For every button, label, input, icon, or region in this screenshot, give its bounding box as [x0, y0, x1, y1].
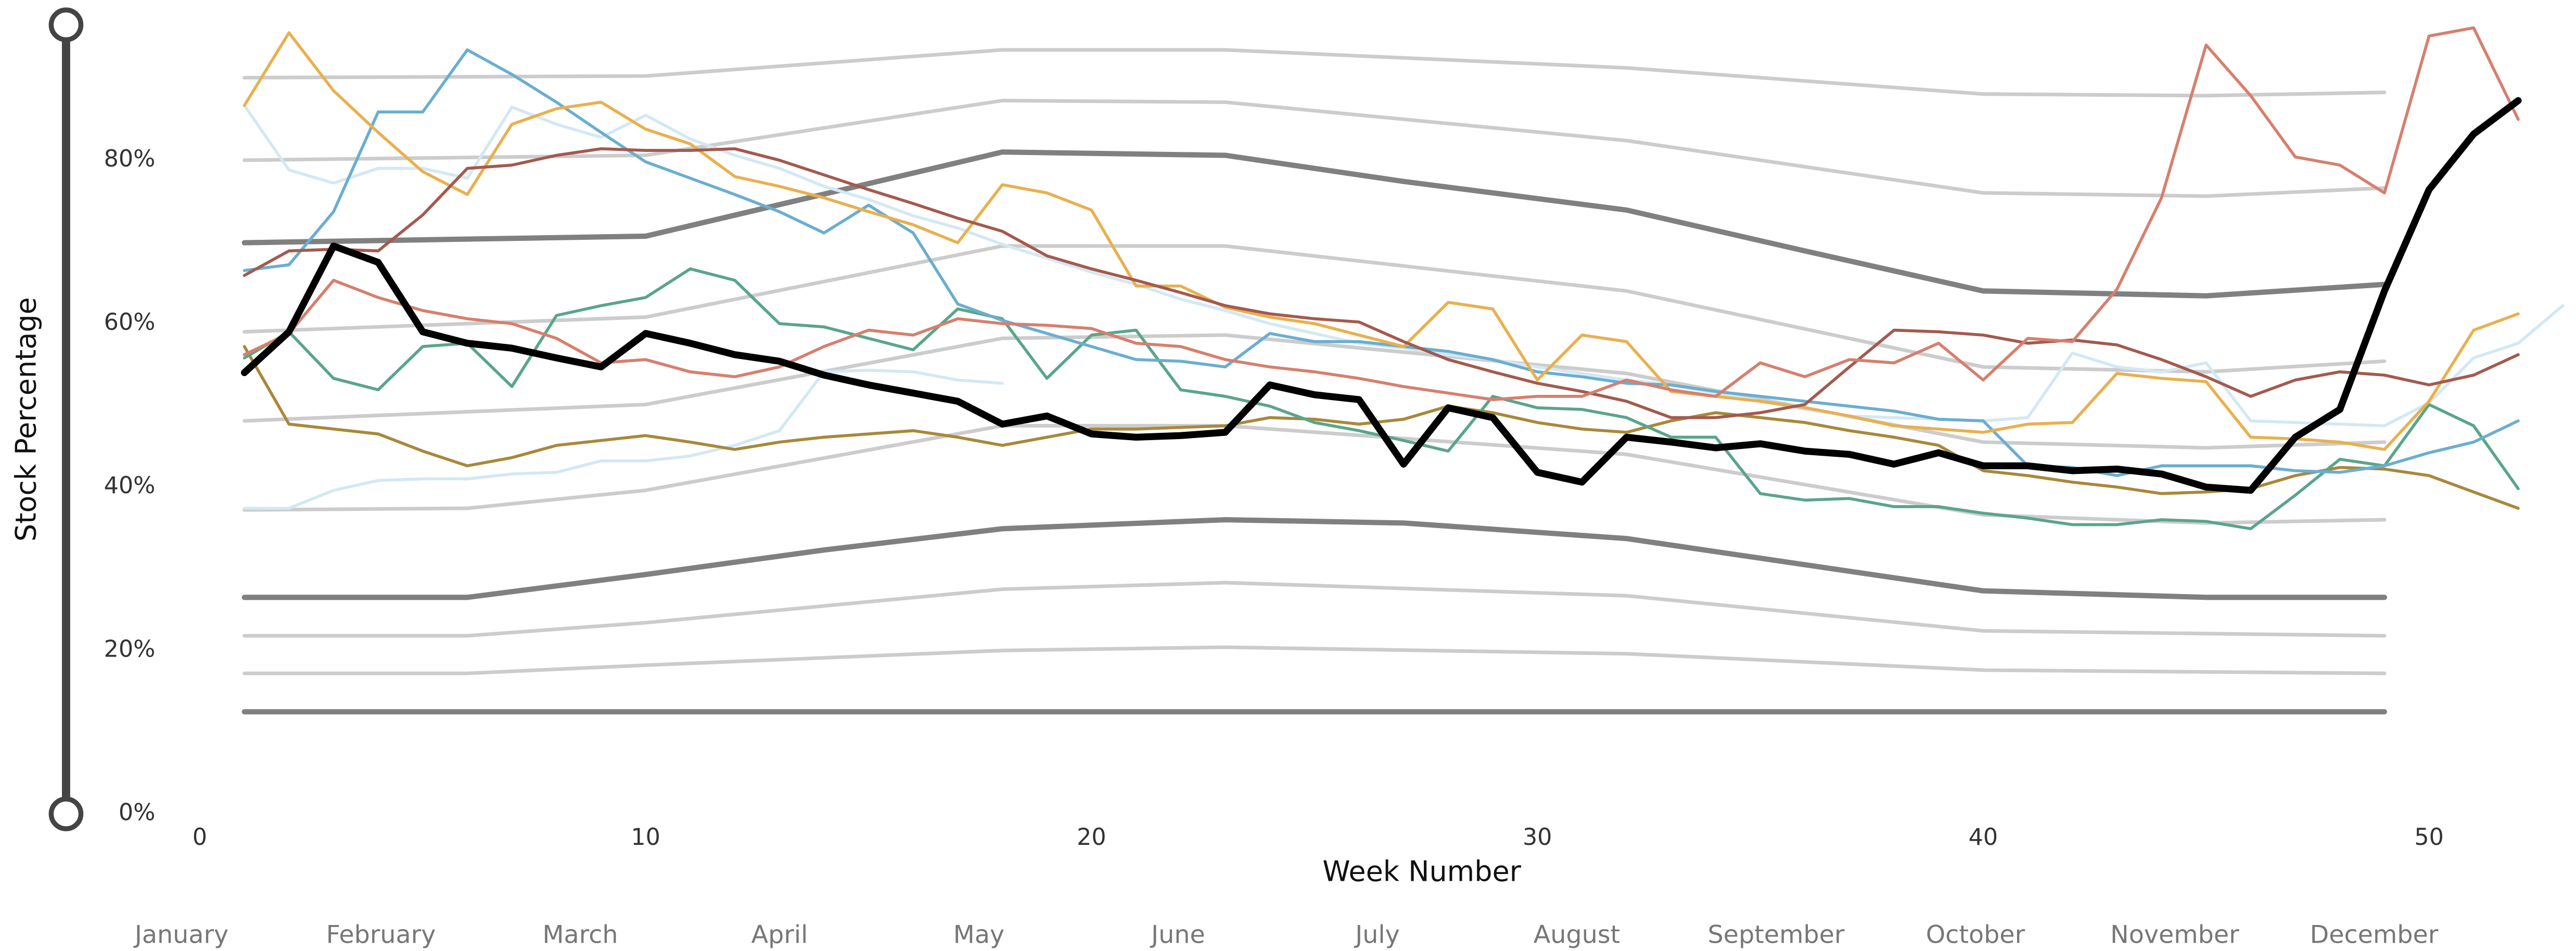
series-line	[241, 517, 2387, 600]
series-line	[243, 267, 2520, 531]
series-line	[243, 333, 2387, 450]
x-tick-label: 30	[1523, 824, 1552, 851]
y-axis-title: Stock Percentage	[10, 297, 43, 542]
y-tick-label: 40%	[104, 472, 156, 499]
x-tick-label: 50	[2414, 824, 2444, 851]
month-label: April	[751, 920, 808, 949]
x-axis-title: Week Number	[1322, 855, 1521, 888]
y-tick-label: 20%	[104, 636, 156, 662]
x-tick-label: 20	[1077, 824, 1106, 851]
month-label: October	[1926, 920, 2025, 949]
series-line	[243, 581, 2387, 638]
series-line	[243, 31, 2520, 451]
month-label: March	[542, 920, 618, 949]
month-label: May	[953, 920, 1004, 949]
y-tick-label: 60%	[104, 309, 156, 336]
month-label: December	[2310, 920, 2439, 949]
slider-handle-top[interactable]	[48, 7, 84, 43]
month-label: November	[2110, 920, 2239, 949]
month-label: July	[1354, 920, 1400, 949]
series-line	[243, 147, 2520, 419]
series-line	[243, 368, 1004, 510]
slider-handle-bottom[interactable]	[48, 796, 84, 831]
series-line	[243, 345, 2520, 510]
series-line	[240, 97, 2522, 494]
series-line	[243, 645, 2387, 675]
series-line	[243, 104, 2565, 428]
y-slider	[48, 7, 84, 831]
month-label: August	[1534, 920, 1621, 949]
x-tick-label: 10	[631, 824, 660, 851]
x-tick-label: 0	[193, 824, 207, 851]
series-line	[243, 26, 2520, 401]
series-line	[241, 149, 2387, 299]
series-line	[243, 98, 2387, 198]
series-line	[243, 423, 2387, 525]
month-label: February	[326, 920, 436, 949]
series-line	[243, 244, 2387, 374]
series-line	[243, 48, 2387, 98]
y-tick-label: 0%	[119, 799, 155, 826]
x-tick-label: 40	[1969, 824, 1998, 851]
y-tick-label: 80%	[104, 146, 156, 172]
month-label: January	[133, 920, 228, 949]
month-label: September	[1707, 920, 1844, 949]
month-label: June	[1150, 920, 1205, 949]
